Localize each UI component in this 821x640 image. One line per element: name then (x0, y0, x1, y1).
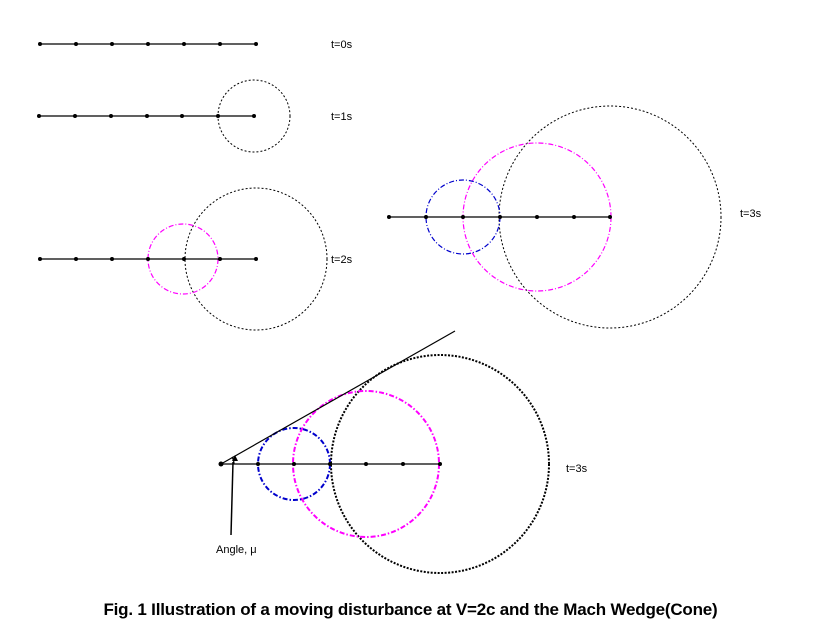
panel-t2: t=2s (38, 187, 353, 331)
position-dot (38, 257, 42, 261)
position-dots-t0 (38, 42, 258, 46)
panel-mach-wedge: Angle, μ t=3s (216, 330, 588, 574)
position-dot (535, 215, 539, 219)
position-dot (387, 215, 391, 219)
position-dot (364, 462, 368, 466)
position-dot (292, 462, 296, 466)
panel-t0: t=0s (38, 39, 353, 51)
position-dot (254, 257, 258, 261)
angle-arrowhead (232, 455, 238, 461)
position-dot (182, 42, 186, 46)
figure-caption: Fig. 1 Illustration of a moving disturba… (103, 600, 718, 619)
position-dot (252, 114, 256, 118)
time-label-t1: t=1s (331, 111, 353, 123)
position-dot (74, 42, 78, 46)
position-dot (608, 215, 612, 219)
position-dot (461, 215, 465, 219)
position-dot (145, 114, 149, 118)
position-dot (146, 42, 150, 46)
position-dot (73, 114, 77, 118)
position-dot (254, 42, 258, 46)
time-label-t0: t=0s (331, 39, 353, 51)
position-dots-t2 (38, 257, 258, 261)
panel-t1: t=1s (37, 79, 353, 153)
mach-wedge-line (220, 330, 456, 465)
mach-wedge-diagram: t=0s t=1s (37, 39, 762, 574)
angle-leader-line (230, 461, 234, 536)
position-dot (110, 42, 114, 46)
position-dot (328, 462, 332, 466)
position-dot (218, 461, 224, 467)
position-dot (110, 257, 114, 261)
position-dot (218, 257, 222, 261)
position-dot (74, 257, 78, 261)
panel-t3: t=3s (387, 105, 762, 329)
position-dot (109, 114, 113, 118)
position-dots-wedge (218, 461, 442, 467)
position-dot (37, 114, 41, 118)
position-dot (180, 114, 184, 118)
angle-label: Angle, μ (216, 544, 257, 556)
position-dot (401, 462, 405, 466)
time-label-t2: t=2s (331, 254, 353, 266)
position-dot (572, 215, 576, 219)
position-dot (38, 42, 42, 46)
wave-circle-1s (330, 354, 550, 574)
position-dot (498, 215, 502, 219)
position-dots-t1 (37, 114, 256, 118)
position-dot (438, 462, 442, 466)
position-dot (256, 462, 260, 466)
position-dot (182, 257, 186, 261)
position-dots-t3 (387, 215, 612, 219)
position-dot (216, 114, 220, 118)
time-label-t3: t=3s (740, 208, 762, 220)
position-dot (218, 42, 222, 46)
position-dot (424, 215, 428, 219)
wave-circle-1s (184, 187, 328, 331)
time-label-t3-wedge: t=3s (566, 463, 588, 475)
position-dot (146, 257, 150, 261)
